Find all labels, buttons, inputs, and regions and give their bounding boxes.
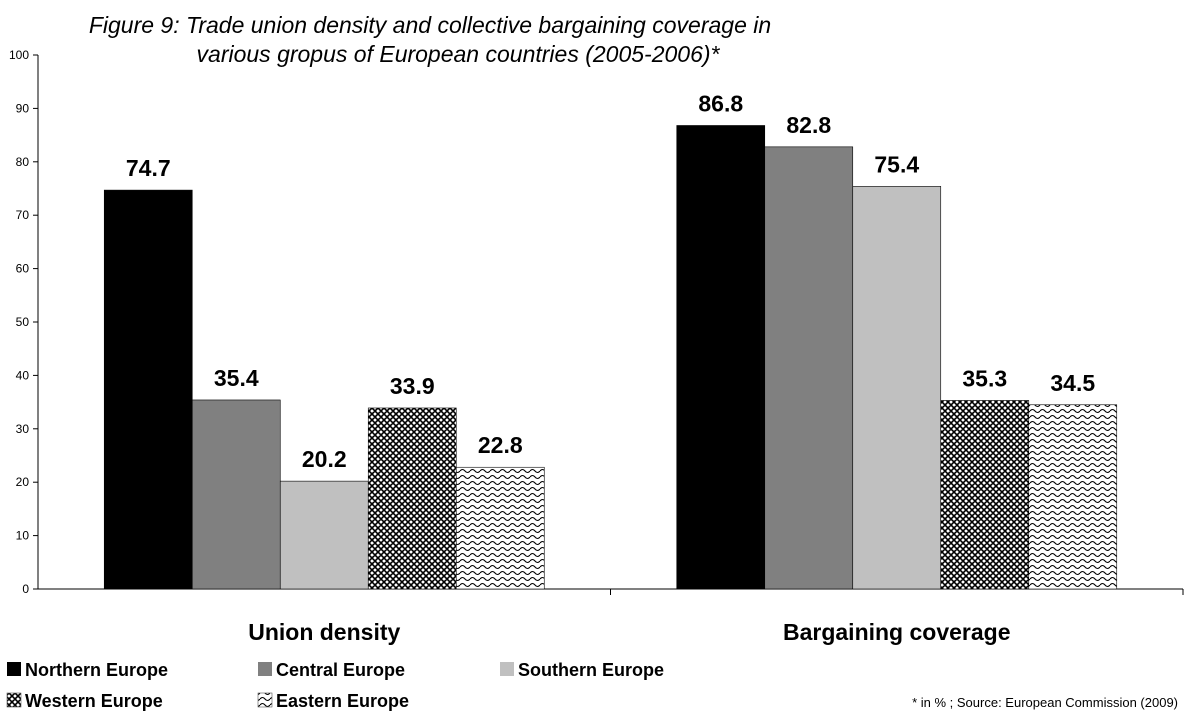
legend-label: Northern Europe: [25, 660, 168, 680]
y-tick-label: 80: [16, 155, 30, 169]
legend-item: Western Europe: [6, 691, 163, 711]
legend-item: Central Europe: [258, 660, 405, 680]
y-tick-label: 90: [16, 101, 30, 115]
chart-title-line-2: various gropus of European countries (20…: [197, 41, 721, 67]
legend: Northern Europe Central Europe Southern Eu…: [6, 660, 664, 711]
y-tick-label: 50: [16, 315, 30, 329]
bar-data-label: 35.4: [214, 365, 259, 391]
legend-label: Eastern Europe: [276, 691, 409, 711]
legend-swatch: [500, 662, 514, 676]
x-category-label: Bargaining coverage: [783, 619, 1011, 645]
y-tick-label: 100: [9, 48, 29, 62]
legend-label: Southern Europe: [518, 660, 664, 680]
x-category-label: Union density: [248, 619, 400, 645]
y-tick-label: 20: [16, 475, 30, 489]
bar: [852, 186, 942, 590]
legend-swatch: [7, 662, 21, 676]
axes: 0 10 20 30 40 50 60 70 80 90 100 Union density Barga…: [9, 48, 1184, 645]
bar-data-label: 75.4: [874, 151, 919, 177]
legend-item: Southern Europe: [500, 660, 664, 680]
chart-title-line-1: Figure 9: Trade union density and collec…: [89, 12, 771, 38]
bar: [367, 407, 457, 590]
y-tick-label: 30: [16, 422, 30, 436]
legend-label: Central Europe: [276, 660, 405, 680]
source-footnote: * in % ; Source: European Commission (20…: [912, 695, 1178, 710]
bar: [455, 466, 545, 590]
bar-data-label: 33.9: [390, 373, 435, 399]
bar: [103, 189, 193, 590]
bar: [191, 399, 281, 590]
bar: [1028, 404, 1118, 590]
bar: [764, 146, 854, 590]
legend-label: Western Europe: [25, 691, 163, 711]
y-tick-label: 40: [16, 368, 30, 382]
bar: [279, 480, 369, 590]
bar-data-label: 82.8: [786, 112, 831, 138]
data-labels: 74.7 35.4 20.2 33.9 22.8 86.8 82.8 75.4 35.3 34.5: [126, 90, 1095, 472]
legend-swatch: [257, 692, 273, 708]
bar: [676, 125, 766, 590]
bar-data-label: 74.7: [126, 155, 171, 181]
legend-swatch: [6, 692, 22, 708]
bar-data-label: 35.3: [962, 365, 1007, 391]
bar-data-label: 86.8: [698, 90, 743, 116]
legend-swatch: [258, 662, 272, 676]
bar: [940, 400, 1030, 590]
legend-item: Northern Europe: [7, 660, 168, 680]
y-tick-label: 0: [22, 582, 29, 596]
legend-item: Eastern Europe: [257, 691, 409, 711]
bar-data-label: 22.8: [478, 432, 523, 458]
y-tick-label: 10: [16, 529, 30, 543]
bar-data-label: 34.5: [1050, 370, 1095, 396]
y-tick-label: 70: [16, 208, 30, 222]
y-tick-label: 60: [16, 262, 30, 276]
bars: [103, 125, 1118, 590]
bar-data-label: 20.2: [302, 446, 347, 472]
